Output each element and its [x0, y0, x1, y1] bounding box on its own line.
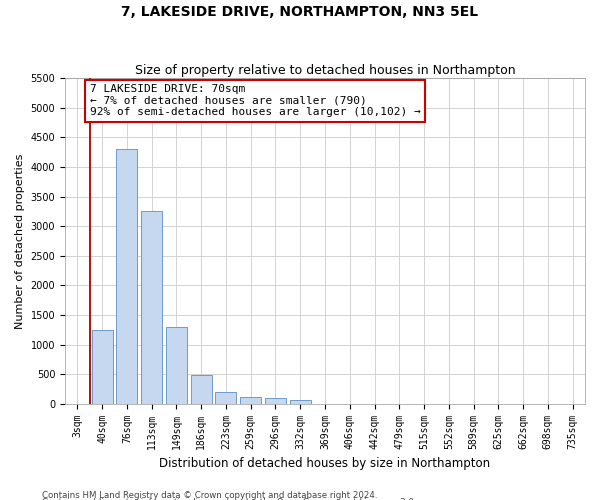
Text: Contains public sector information licensed under the Open Government Licence v3: Contains public sector information licen…	[42, 498, 416, 500]
Bar	[240, 397, 261, 404]
Bar	[265, 398, 286, 404]
Text: 7 LAKESIDE DRIVE: 70sqm
← 7% of detached houses are smaller (790)
92% of semi-de: 7 LAKESIDE DRIVE: 70sqm ← 7% of detached…	[90, 84, 421, 117]
Bar	[215, 392, 236, 404]
Bar	[166, 327, 187, 404]
Bar	[141, 212, 162, 404]
Y-axis label: Number of detached properties: Number of detached properties	[15, 153, 25, 328]
Bar	[290, 400, 311, 404]
Bar	[191, 374, 212, 404]
X-axis label: Distribution of detached houses by size in Northampton: Distribution of detached houses by size …	[160, 457, 491, 470]
Title: Size of property relative to detached houses in Northampton: Size of property relative to detached ho…	[135, 64, 515, 77]
Text: 7, LAKESIDE DRIVE, NORTHAMPTON, NN3 5EL: 7, LAKESIDE DRIVE, NORTHAMPTON, NN3 5EL	[121, 5, 479, 19]
Text: Contains HM Land Registry data © Crown copyright and database right 2024.: Contains HM Land Registry data © Crown c…	[42, 490, 377, 500]
Bar	[116, 149, 137, 404]
Bar	[92, 330, 113, 404]
